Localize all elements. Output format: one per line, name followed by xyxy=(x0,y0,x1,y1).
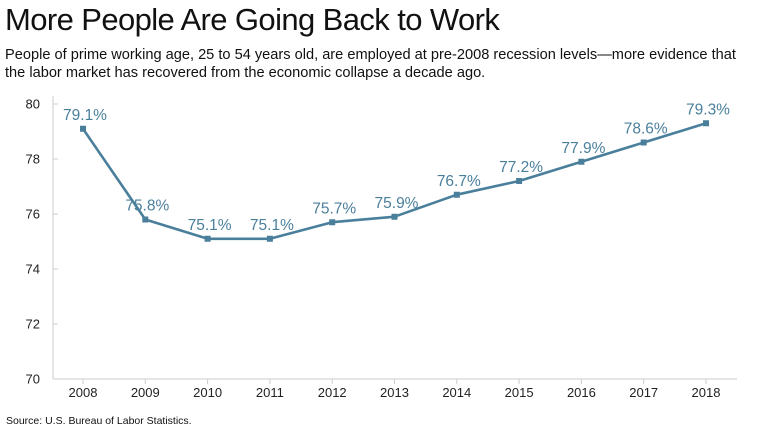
series-employment-rate xyxy=(80,120,709,242)
x-tick-label: 2010 xyxy=(193,385,222,400)
series-line xyxy=(81,122,707,241)
data-point-marker xyxy=(516,178,523,184)
data-point-marker xyxy=(266,235,273,242)
y-tick-label: 72 xyxy=(26,317,40,332)
data-label: 75.1% xyxy=(188,217,232,234)
data-point-marker xyxy=(204,235,211,242)
x-tick-label: 2011 xyxy=(256,385,284,400)
source-note: Source: U.S. Bureau of Labor Statistics. xyxy=(6,415,192,427)
x-tick-label: 2012 xyxy=(318,385,347,400)
data-label: 77.2% xyxy=(499,159,543,176)
data-label: 75.1% xyxy=(250,217,294,234)
x-tick-label: 2018 xyxy=(692,385,721,400)
x-tick-label: 2016 xyxy=(567,385,596,400)
y-tick-label: 70 xyxy=(26,372,40,387)
data-point-marker xyxy=(329,219,336,226)
x-axis: 2008 2009 2010 2011 2012 2013 2014 2015 2016 2017… xyxy=(53,378,737,400)
data-label: 78.6% xyxy=(624,121,668,138)
data-label: 75.7% xyxy=(312,200,356,217)
x-tick-label: 2013 xyxy=(380,385,409,400)
data-point-marker xyxy=(640,139,647,146)
y-tick-label: 76 xyxy=(26,207,40,222)
chart-title: More People Are Going Back to Work xyxy=(5,2,500,37)
y-axis: 70 72 74 76 78 80 xyxy=(26,96,58,387)
data-label: 77.9% xyxy=(561,140,605,157)
data-point-marker xyxy=(142,216,149,223)
data-label: 75.9% xyxy=(375,195,419,212)
x-tick-label: 2008 xyxy=(69,385,98,400)
data-point-marker xyxy=(703,120,709,127)
y-tick-label: 78 xyxy=(26,152,40,167)
chart-subtitle: People of prime working age, 25 to 54 ye… xyxy=(5,47,736,81)
x-tick-label: 2014 xyxy=(442,385,471,400)
data-point-marker xyxy=(391,213,398,220)
data-label: 79.1% xyxy=(63,107,107,124)
data-point-marker xyxy=(80,125,86,132)
data-labels: 79.1% 75.8% 75.1% 75.1% 75.7% 75.9% 76.7% 77.2%… xyxy=(63,101,730,234)
y-tick-label: 74 xyxy=(26,262,40,277)
x-tick-label: 2017 xyxy=(629,385,658,400)
data-label: 79.3% xyxy=(686,101,730,118)
x-tick-label: 2009 xyxy=(131,385,160,400)
data-label: 75.8% xyxy=(125,198,169,215)
x-tick-label: 2015 xyxy=(505,385,534,400)
data-point-marker xyxy=(453,191,460,198)
y-tick-label: 80 xyxy=(26,97,40,112)
data-label: 76.7% xyxy=(437,173,481,190)
data-point-marker xyxy=(578,158,585,165)
